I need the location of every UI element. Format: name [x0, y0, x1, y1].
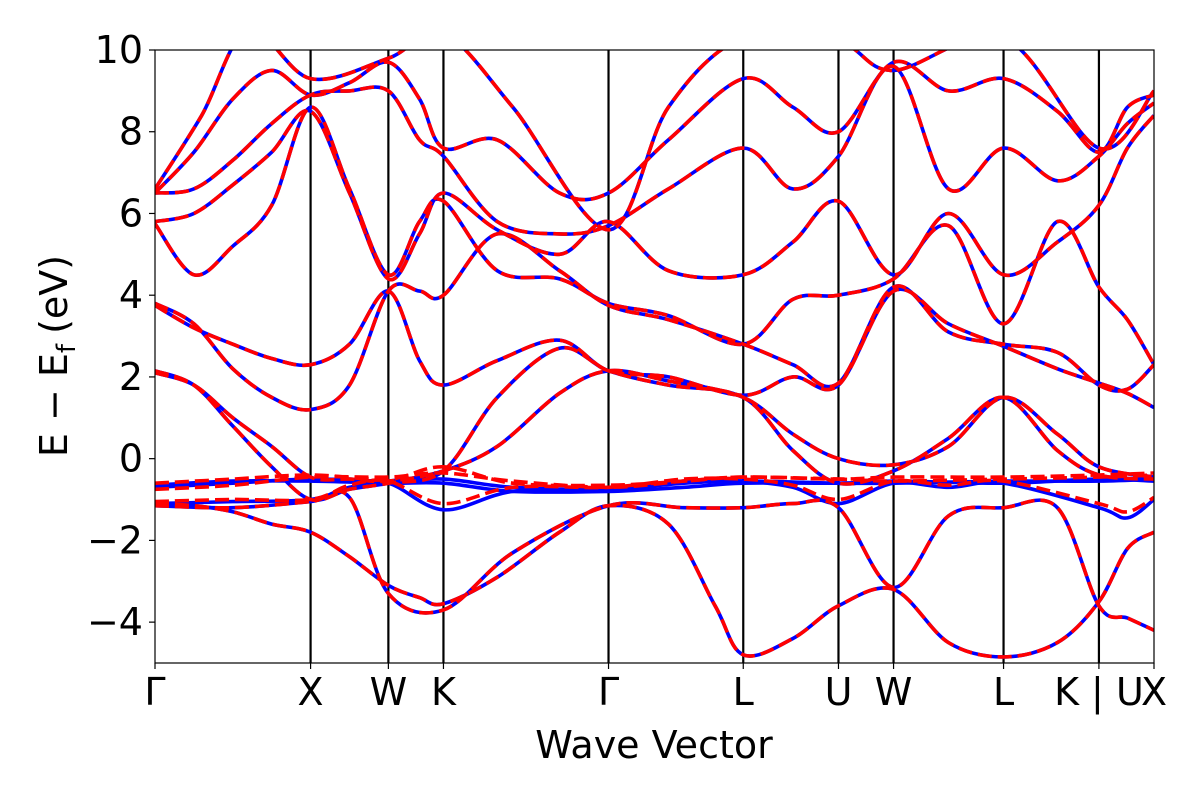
x-tick-label: W: [370, 670, 408, 714]
y-tick-label: 0: [119, 437, 143, 481]
x-tick-label: X: [1141, 670, 1167, 714]
x-tick-label: W: [875, 670, 913, 714]
band-line-dashed: [155, 59, 1154, 202]
band-curves: [155, 50, 1154, 659]
x-tick-label: U: [825, 670, 853, 714]
band-line-dashed: [155, 50, 1154, 232]
band-line-dashed: [155, 64, 1154, 236]
y-tick-label: 8: [119, 110, 143, 154]
band-line-dashed: [155, 105, 1154, 366]
x-tick-label: X: [298, 670, 324, 714]
band-line-dashed: [155, 345, 1154, 503]
y-tick-label: −2: [87, 518, 143, 562]
y-axis-ticks: −4 −2 0 2 4 6 8 10: [87, 28, 155, 644]
y-tick-label: −4: [87, 600, 143, 644]
y-tick-label: 4: [119, 273, 143, 317]
y-axis-label-unit: (eV): [32, 255, 76, 334]
x-tick-label: L: [733, 670, 754, 714]
x-tick-label: K: [431, 670, 457, 714]
band-line-dashed: [155, 231, 1154, 412]
x-tick-label: Γ: [598, 670, 619, 714]
band-line-dashed: [155, 489, 1154, 632]
y-tick-label: 6: [119, 191, 143, 235]
band-line-dashed: [155, 108, 1154, 282]
y-tick-label: 2: [119, 355, 143, 399]
band-line-dashed: [155, 501, 1154, 659]
plot-area-frame: [154, 49, 1155, 664]
band-line-dashed: [155, 287, 1154, 410]
band-line-dashed: [155, 368, 1154, 484]
x-axis-label: Wave Vector: [535, 723, 773, 767]
y-axis-label-subscript: f: [52, 343, 82, 353]
y-tick-label: 10: [95, 28, 143, 72]
x-tick-label: K | U: [1054, 670, 1144, 715]
band-line-dashed: [155, 476, 1154, 514]
x-tick-label: Γ: [144, 670, 165, 714]
x-tick-label: L: [993, 670, 1014, 714]
y-axis-label-main: E − E: [32, 353, 76, 457]
y-axis-label: E − Ef (eV): [32, 255, 82, 457]
